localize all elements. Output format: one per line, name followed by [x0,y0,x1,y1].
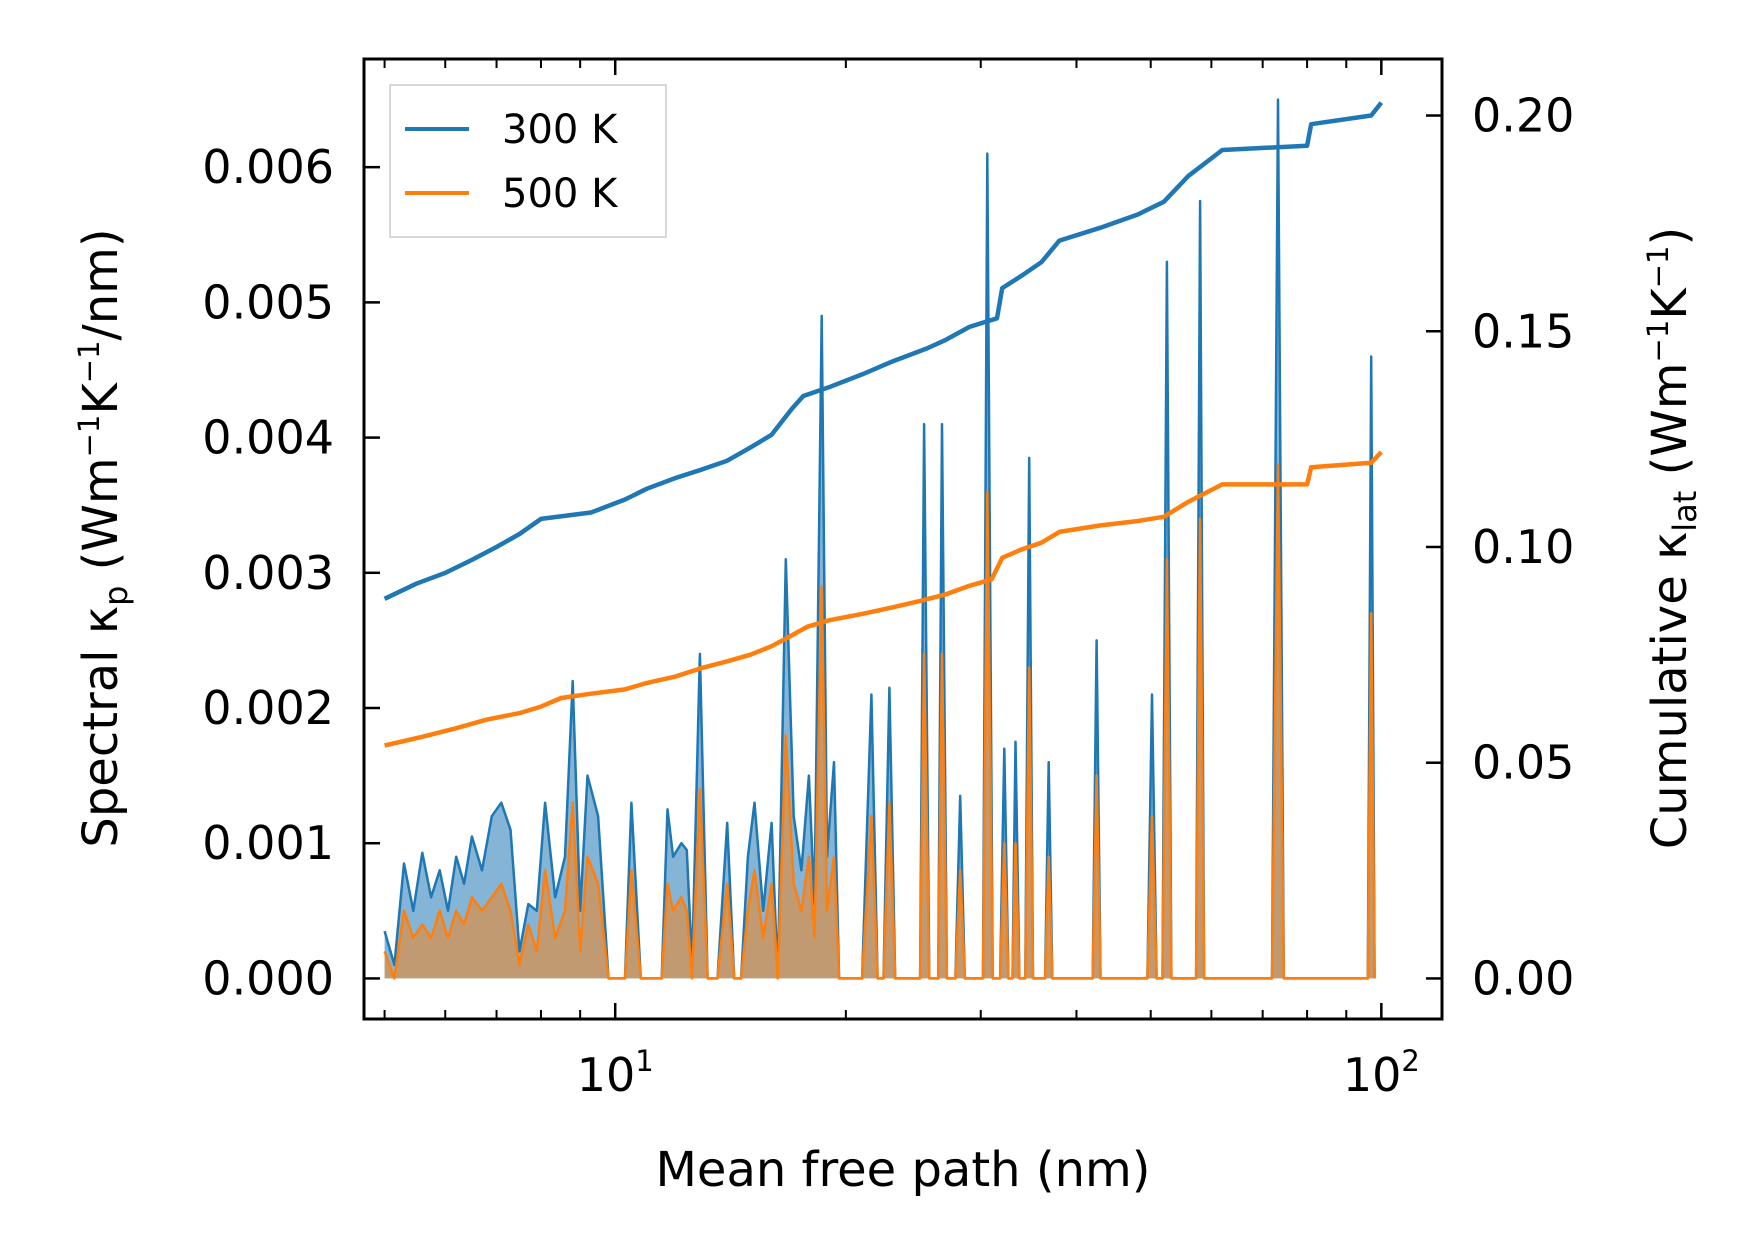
y-right-tick-label: 0.15 [1472,304,1574,358]
y-axis-left-title: Spectral κp (Wm−1K−1/nm) [72,228,135,847]
y-left-tick-label: 0.003 [202,546,334,600]
spectral-fill-500k [384,464,1375,979]
y-left-tick-label: 0.004 [202,411,334,465]
legend-label-300k: 300 K [502,107,619,153]
y-left-tick-label: 0.005 [202,275,334,329]
x-tick-label: 101 [577,1044,654,1102]
cumulative-line-300k [383,101,1384,601]
y-left-tick-label: 0.000 [202,951,334,1005]
legend-label-500k: 500 K [502,171,619,217]
x-tick-label: 102 [1343,1044,1420,1102]
spectral-line-500k [383,463,1376,980]
y-axis-right-title: Cumulative κlat (Wm−1K−1) [1641,227,1704,849]
y-left-tick-label: 0.002 [202,681,334,735]
y-right-tick-label: 0.20 [1472,89,1574,143]
y-right-tick-label: 0.00 [1472,951,1574,1005]
plot-frame [362,57,1444,1021]
legend-box [389,84,667,238]
y-left-tick-label: 0.006 [202,140,334,194]
y-left-tick-label: 0.001 [202,816,334,870]
x-axis-title: Mean free path (nm) [656,1142,1151,1198]
y-right-tick-label: 0.10 [1472,520,1574,574]
cumulative-line-500k [384,450,1383,748]
y-right-tick-label: 0.05 [1472,736,1574,790]
legend: 300 K 500 K [389,84,667,238]
